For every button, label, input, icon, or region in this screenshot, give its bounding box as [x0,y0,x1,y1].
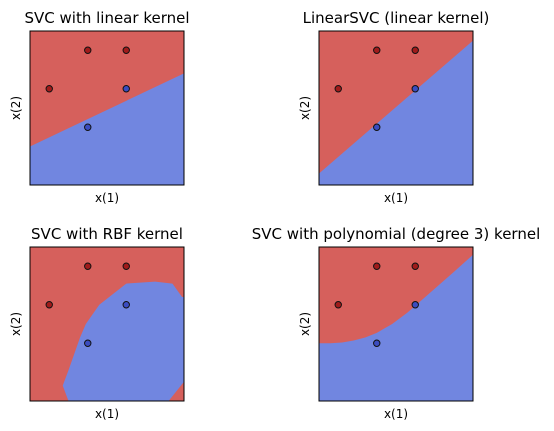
region-class1 [62,281,184,401]
plot-area [29,246,185,402]
axes-frame [318,30,474,186]
subplot-title: SVC with linear kernel [25,9,190,27]
y-axis-label: x(2) [298,312,312,336]
x-axis-label: x(1) [95,191,119,205]
plot-area [29,30,185,186]
data-point [373,262,381,270]
region-class1 [319,254,473,401]
subplot-0: SVC with linear kernel x(1) x(2) [9,9,190,205]
x-axis-label: x(1) [384,407,408,421]
region-class1 [319,40,473,185]
data-point [411,85,419,93]
data-point [122,301,130,309]
axes-frame [29,30,185,186]
data-point [411,262,419,270]
data-point [373,123,381,131]
subplot-1: LinearSVC (linear kernel) x(1) x(2) [298,9,489,205]
data-point [334,301,342,309]
data-point [84,123,92,131]
plot-area [318,246,474,402]
data-point [122,46,130,54]
subplot-title: SVC with RBF kernel [31,225,183,243]
axes-frame [318,246,474,402]
plot-area [318,30,474,186]
y-axis-label: x(2) [9,312,23,336]
data-point [84,46,92,54]
subplot-3: SVC with polynomial (degree 3) kernel x(… [252,225,541,421]
region-class0 [168,381,184,401]
data-point [411,301,419,309]
region-class1 [30,73,184,185]
x-axis-label: x(1) [95,407,119,421]
data-point [45,85,53,93]
data-point [373,46,381,54]
data-point [45,301,53,309]
subplot-title: SVC with polynomial (degree 3) kernel [252,225,541,243]
axes-frame [29,246,185,402]
x-axis-label: x(1) [384,191,408,205]
subplot-title: LinearSVC (linear kernel) [303,9,490,27]
y-axis-label: x(2) [298,96,312,120]
data-point [334,85,342,93]
data-point [411,46,419,54]
data-point [122,262,130,270]
data-point [84,262,92,270]
data-point [373,339,381,347]
data-point [122,85,130,93]
y-axis-label: x(2) [9,96,23,120]
subplot-2: SVC with RBF kernel x(1) x(2) [9,225,185,421]
data-point [84,339,92,347]
